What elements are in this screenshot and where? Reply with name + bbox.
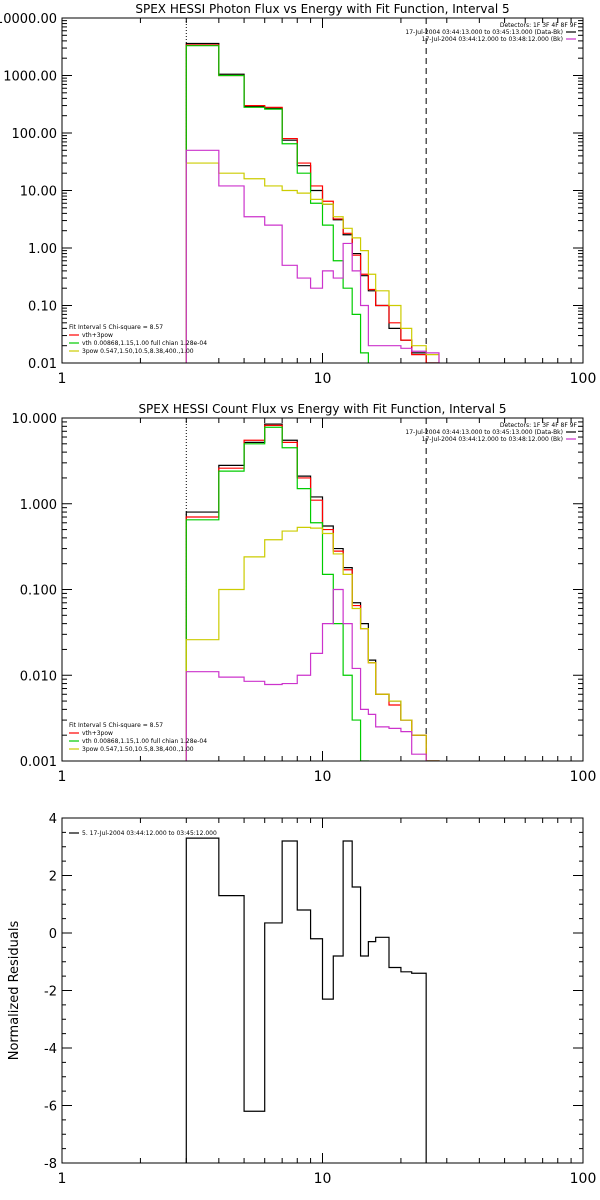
x-tick-label: 10 (314, 769, 332, 785)
y-tick-label: 10000.00 (0, 12, 57, 27)
x-tick-label: 1 (58, 1171, 67, 1187)
series-line (185, 149, 440, 363)
panel-3-series (185, 837, 427, 1163)
legend-entry: vth+3pow (82, 332, 113, 339)
legend-entry: 3pow 0.547,1.50,10.5,8.38,400.,1.00 (82, 746, 194, 753)
panel-1-frame (61, 17, 584, 364)
y-tick-label: 0.100 (20, 584, 57, 599)
x-tick-label: 100 (570, 769, 597, 785)
x-tick-label: 100 (570, 1171, 597, 1187)
series-line (185, 45, 369, 363)
panel-2: SPEX HESSI Count Flux vs Energy with Fit… (12, 402, 597, 785)
series-line (185, 588, 427, 761)
x-tick-label: 100 (570, 371, 597, 387)
y-tick-label: -2 (44, 985, 57, 1000)
series-line (185, 837, 427, 1163)
panel-1-series (185, 42, 440, 363)
y-tick-label: 10.00 (20, 185, 57, 200)
legend-entry: 3pow 0.547,1.50,10.5,8.38,400.,1.00 (82, 348, 194, 355)
legend-entry: vth+3pow (82, 730, 113, 737)
y-tick-label: 0.010 (20, 669, 57, 684)
x-tick-label: 10 (314, 1171, 332, 1187)
panel-1: SPEX HESSI Photon Flux vs Energy with Fi… (0, 2, 596, 387)
series-line (185, 426, 369, 761)
y-tick-label: 0.10 (28, 300, 57, 315)
series-line (185, 162, 440, 363)
x-tick-label: 1 (58, 769, 67, 785)
info-line: 17-Jul-2004 03:44:13.000 to 03:45:13.000… (405, 429, 563, 436)
legend-entry: 5. 17-Jul-2004 03:44:12.000 to 03:45:12.… (82, 830, 217, 837)
y-tick-label: -6 (44, 1100, 57, 1115)
info-line: 17-Jul-2004 03:44:12.000 to 03:48:12.000… (422, 36, 563, 43)
y-tick-label: 1.000 (20, 498, 57, 513)
panel-2-series (185, 423, 440, 761)
x-tick-label: 10 (314, 371, 332, 387)
series-line (185, 526, 440, 761)
y-tick-label: 0.01 (28, 357, 57, 372)
y-tick-label: -8 (44, 1157, 57, 1172)
y-tick-label: -4 (44, 1042, 57, 1057)
y-tick-label: 10.000 (12, 412, 58, 427)
y-tick-label: 100.00 (12, 127, 58, 142)
x-tick-label: 1 (58, 371, 67, 387)
panel-3-ylabel: Normalized Residuals (7, 921, 22, 1061)
legend-entry: vth 0.00868,1.15,1.00 full chian 1.28e-0… (82, 738, 207, 745)
info-line: Detectors: 1F 3F 4F 8F 9F (500, 422, 578, 429)
legend-entry: vth 0.00868,1.15,1.00 full chian 1.28e-0… (82, 340, 207, 347)
y-tick-label: 1.00 (28, 242, 57, 257)
info-line: 17-Jul-2004 03:44:12.000 to 03:48:12.000… (422, 436, 563, 443)
y-tick-label: 2 (49, 870, 57, 885)
info-line: Detectors: 1F 3F 4F 8F 9F (500, 22, 578, 29)
y-tick-label: 1000.00 (3, 70, 57, 85)
panel-3-frame (61, 817, 584, 1164)
panel-2-title: SPEX HESSI Count Flux vs Energy with Fit… (138, 402, 506, 416)
y-tick-label: 0.001 (20, 755, 57, 770)
info-line: 17-Jul-2004 03:44:13.000 to 03:45:13.000… (405, 29, 563, 36)
legend-entry: Fit Interval 5 Chi-square = 8.57 (69, 722, 163, 729)
panel-1-title: SPEX HESSI Photon Flux vs Energy with Fi… (135, 2, 509, 16)
y-tick-label: 4 (49, 812, 57, 827)
legend-entry: Fit Interval 5 Chi-square = 8.57 (69, 324, 163, 331)
y-tick-label: 0 (49, 927, 57, 942)
panel-2-frame (61, 417, 584, 762)
panel-3: Normalized Residuals 1 10 100 -8 -6 -4 -2 0 2 4 5. … (7, 812, 596, 1187)
